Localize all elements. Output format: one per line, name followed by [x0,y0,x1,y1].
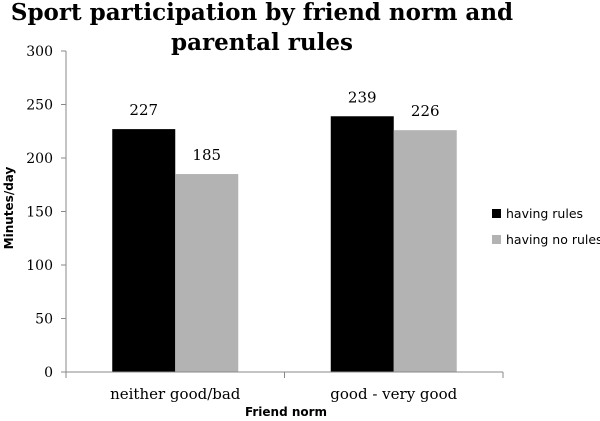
y-tick-label: 50 [35,312,53,328]
bar [330,116,394,373]
x-category-label: good - very good [330,385,457,403]
x-axis-ticks [65,372,504,378]
y-tick-label: 100 [26,258,53,274]
legend-label: having rules [506,206,583,221]
chart-title-line-1: Sport participation by friend norm and [11,0,513,26]
data-label: 239 [348,88,377,106]
y-tick-label: 200 [26,151,53,167]
x-category-label: neither good/bad [110,385,241,403]
x-axis-categories: neither good/bad good - very good [110,385,458,403]
y-axis-title: Minutes/day [2,166,16,249]
data-label: 185 [192,146,221,164]
bar [393,130,457,372]
data-label: 227 [129,101,158,119]
legend-label: having no rules [506,232,600,247]
bar [112,129,176,372]
y-tick-label: 250 [26,98,53,114]
chart-title-line-2: parental rules [171,29,353,56]
y-tick-label: 0 [44,365,53,381]
y-axis-ticks: 0 50 100 150 200 250 300 [26,44,66,381]
y-tick-label: 300 [26,44,53,60]
legend: having rules having no rules [492,206,600,247]
legend-swatch [492,235,501,244]
data-labels: 227 185 239 226 [129,88,439,164]
bar [175,174,239,372]
x-axis-title: Friend norm [245,405,327,419]
y-tick-label: 150 [26,205,53,221]
data-label: 226 [411,102,440,120]
bars [112,116,457,373]
legend-swatch [492,209,501,218]
